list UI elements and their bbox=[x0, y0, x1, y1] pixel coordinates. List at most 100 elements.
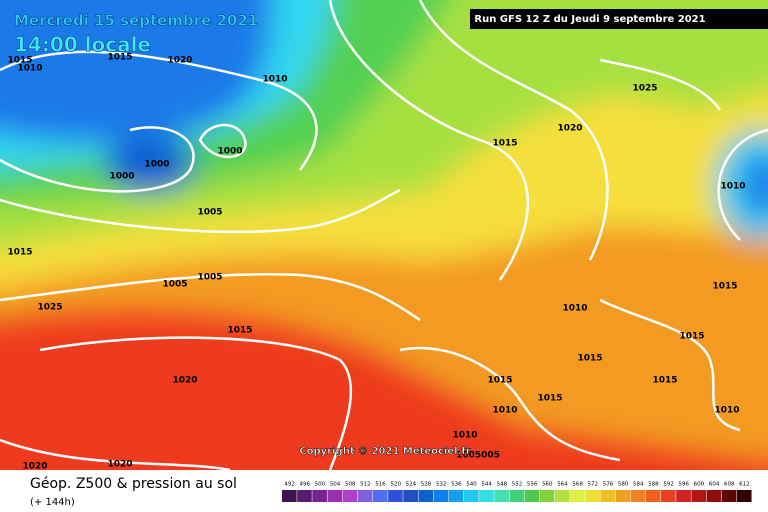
isobar bbox=[0, 272, 421, 322]
scale-label: 520 bbox=[390, 482, 401, 488]
isobar-label: 1000 bbox=[109, 172, 134, 182]
scale-label: 612 bbox=[739, 482, 750, 488]
isobar-label: 1020 bbox=[172, 376, 197, 386]
scale-label: 580 bbox=[618, 482, 629, 488]
scale-swatch bbox=[297, 490, 312, 502]
scale-swatch bbox=[630, 490, 646, 502]
isobar-label: 1015 bbox=[679, 332, 704, 342]
isobar bbox=[198, 123, 247, 159]
isobar-label: 1015 bbox=[7, 248, 32, 258]
scale-swatch bbox=[600, 490, 616, 502]
scale-swatch bbox=[676, 490, 691, 502]
title: Mercredi 15 septembre 2021 bbox=[14, 12, 258, 30]
scale-label: 600 bbox=[694, 482, 705, 488]
isobar-label: 1015 bbox=[7, 56, 32, 66]
isobar-label: 1010 bbox=[714, 406, 739, 416]
scale-swatch bbox=[312, 490, 327, 502]
isobar-label: 1025 bbox=[37, 303, 62, 313]
scale-swatch bbox=[372, 490, 388, 502]
footer-lead: (+ 144h) bbox=[30, 497, 75, 508]
isobar bbox=[0, 438, 231, 470]
scale-label: 536 bbox=[451, 482, 462, 488]
run-bar bbox=[470, 9, 768, 29]
scale-swatch bbox=[570, 490, 585, 502]
scale-label: 556 bbox=[527, 482, 538, 488]
scale-label: 596 bbox=[679, 482, 690, 488]
scale-swatch bbox=[691, 490, 707, 502]
scale-label: 608 bbox=[724, 482, 735, 488]
scale-label: 548 bbox=[497, 482, 508, 488]
scale-label: 532 bbox=[436, 482, 447, 488]
isobar bbox=[328, 0, 530, 281]
scale-label: 552 bbox=[512, 482, 523, 488]
field-low-east-core bbox=[743, 155, 768, 215]
isobar bbox=[0, 126, 195, 193]
scale-label: 572 bbox=[588, 482, 599, 488]
scale-swatch bbox=[509, 490, 525, 502]
scale-label: 524 bbox=[406, 482, 417, 488]
scale-swatch bbox=[448, 490, 464, 502]
isobar-label: 1000 bbox=[217, 147, 242, 157]
isobar-label: 1015 bbox=[227, 326, 252, 336]
isobar bbox=[399, 346, 621, 462]
isobar-label: 1015 bbox=[577, 354, 602, 364]
scale-label: 508 bbox=[345, 482, 356, 488]
isobars bbox=[0, 0, 768, 470]
footer-title: Géop. Z500 & pression au sol bbox=[30, 476, 237, 492]
scale-swatch bbox=[282, 490, 297, 502]
isobar-label: 1010 bbox=[262, 75, 287, 85]
scale-swatch bbox=[357, 490, 373, 502]
scale-label: 560 bbox=[542, 482, 553, 488]
subtitle: 14:00 locale bbox=[14, 33, 151, 57]
isobar-label: 1020 bbox=[557, 124, 582, 134]
scale-swatch bbox=[479, 490, 494, 502]
scale-label: 516 bbox=[375, 482, 386, 488]
isobar-label: 1015 bbox=[107, 53, 132, 63]
scale-label: 604 bbox=[709, 482, 720, 488]
isobar-label: 1020 bbox=[167, 56, 192, 66]
scale-swatch bbox=[615, 490, 631, 502]
scale-label: 544 bbox=[481, 482, 492, 488]
scale-label: 588 bbox=[648, 482, 659, 488]
scale-label: 504 bbox=[330, 482, 341, 488]
scale-swatch bbox=[494, 490, 509, 502]
field-low bbox=[105, 137, 195, 193]
scale-label: 576 bbox=[603, 482, 614, 488]
scale-swatch bbox=[433, 490, 449, 502]
scale-swatch bbox=[403, 490, 418, 502]
scale-swatch bbox=[721, 490, 737, 502]
isobar-label: 1010 bbox=[720, 182, 745, 192]
isobar-label: 1005005 bbox=[456, 451, 500, 461]
field-blue bbox=[0, 0, 273, 143]
scale-label: 500 bbox=[315, 482, 326, 488]
isobar-label: 1025 bbox=[632, 84, 657, 94]
isobar bbox=[418, 0, 609, 261]
scale-label: 568 bbox=[572, 482, 583, 488]
scale-label: 528 bbox=[421, 482, 432, 488]
scale-label: 592 bbox=[663, 482, 674, 488]
isobar-label: 1015 bbox=[492, 139, 517, 149]
scale-swatch bbox=[463, 490, 479, 502]
isobar-label: 1015 bbox=[652, 376, 677, 386]
isobar-label: 1010 bbox=[452, 431, 477, 441]
scale-swatch bbox=[524, 490, 540, 502]
scale-swatch bbox=[388, 490, 403, 502]
isobar-label: 1005 bbox=[197, 273, 222, 283]
isobar-label: 1010 bbox=[492, 406, 517, 416]
color-scale: 492 496 500 504 508 512 516 520 524 528 532 536 540 5… bbox=[282, 482, 752, 502]
isobar-label: 1010 bbox=[562, 304, 587, 314]
isobar bbox=[717, 128, 768, 241]
isobar-label: 1020 bbox=[107, 460, 132, 470]
isobar-label: 1005 bbox=[197, 208, 222, 218]
isobar bbox=[0, 50, 318, 171]
scale-swatch bbox=[539, 490, 555, 502]
scale-swatch bbox=[418, 490, 434, 502]
isobar bbox=[39, 336, 353, 470]
scale-label: 496 bbox=[299, 482, 310, 488]
isobar-label: 1010 bbox=[17, 64, 42, 74]
run-info: Run GFS 12 Z du Jeudi 9 septembre 2021 bbox=[474, 14, 705, 25]
